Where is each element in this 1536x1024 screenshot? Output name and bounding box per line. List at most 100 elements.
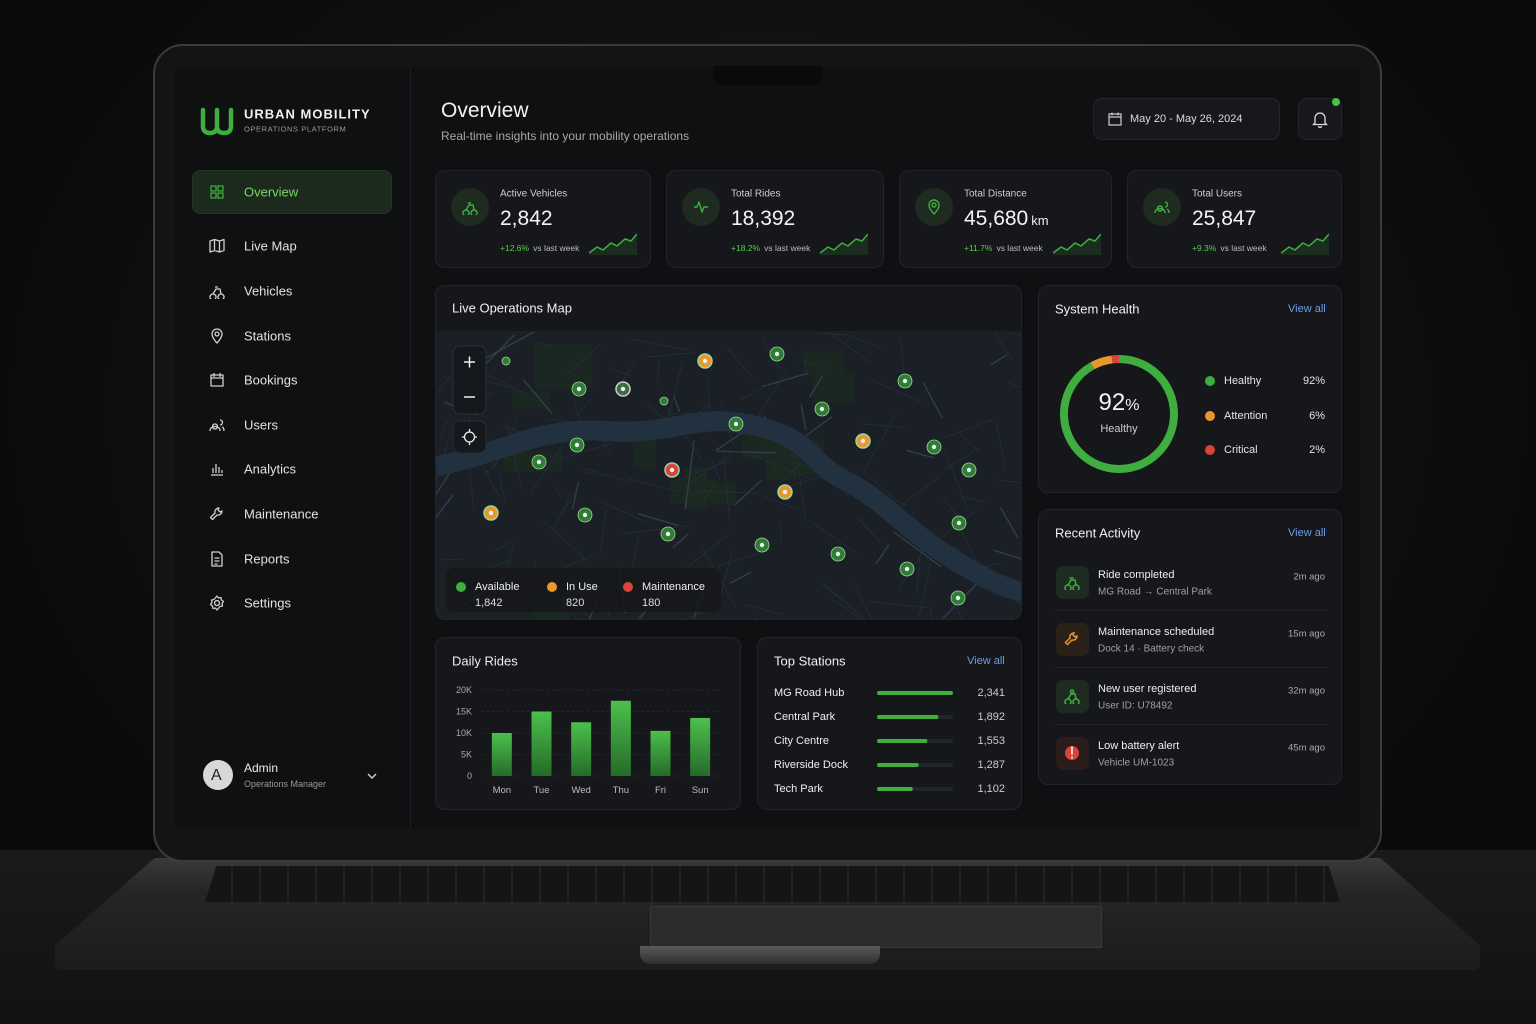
road	[439, 559, 462, 561]
kpi-value-row: 45,680 km	[964, 207, 1049, 231]
kpi-value: 25,847	[1192, 207, 1257, 230]
view-all-link[interactable]: View all	[967, 655, 1005, 667]
station-name: Riverside Dock	[774, 759, 848, 771]
nav-label[interactable]: Users	[244, 417, 278, 433]
marker-glyph	[966, 467, 972, 473]
nav-icon-path	[209, 419, 225, 432]
activity-time: 15m ago	[1288, 628, 1325, 640]
nav-label[interactable]: Maintenance	[244, 506, 319, 522]
kpi-icon-bg	[451, 188, 489, 226]
marker-glyph	[955, 595, 961, 601]
kpi-value: 2,842	[500, 207, 553, 230]
road	[999, 479, 1021, 483]
nav-label[interactable]: Stations	[244, 328, 291, 344]
road	[779, 522, 782, 544]
x-tick-label: Thu	[613, 785, 629, 796]
health-value: 92%	[1302, 375, 1325, 387]
park	[804, 351, 845, 374]
kpi-compare: vs last week	[764, 243, 811, 253]
sparkline	[1053, 233, 1101, 255]
nav-icon	[210, 373, 224, 387]
road	[875, 544, 890, 564]
donut-segment	[1060, 355, 1178, 473]
road	[739, 383, 769, 401]
nav-label[interactable]: Live Map	[244, 238, 297, 254]
road	[1010, 332, 1021, 337]
road	[762, 495, 799, 511]
kpi-change: +9.3%	[1192, 243, 1217, 253]
activity-icon-path	[1064, 689, 1080, 704]
road	[944, 450, 968, 510]
road	[684, 440, 695, 510]
road	[716, 450, 777, 454]
marker-glyph	[733, 421, 739, 427]
brand-tagline: OPERATIONS PLATFORM	[244, 124, 347, 134]
kpi-label: Active Vehicles	[500, 188, 568, 200]
road	[673, 395, 681, 412]
marker-glyph	[669, 467, 675, 473]
road	[676, 459, 731, 482]
donut-center-unit: %	[1125, 397, 1139, 414]
recent-activity-card: Recent Activity View all Ride completed MG …	[1038, 509, 1342, 785]
road	[629, 338, 689, 351]
nav-icon-path	[209, 286, 225, 299]
nav-icon	[209, 507, 223, 521]
x-tick-label: Tue	[533, 785, 549, 796]
nav-label[interactable]: Settings	[244, 595, 291, 611]
road	[854, 583, 873, 619]
road	[621, 361, 636, 383]
activity-detail: MG Road → Central Park	[1098, 586, 1212, 598]
bar	[571, 722, 592, 776]
road	[622, 525, 690, 535]
activity-title: Ride completed	[1098, 569, 1175, 581]
marker-glyph	[574, 442, 580, 448]
nav-label[interactable]: Bookings	[244, 372, 298, 388]
nav-label[interactable]: Vehicles	[244, 283, 293, 299]
card-title: Recent Activity	[1055, 525, 1141, 541]
y-tick-label: 5K	[461, 750, 472, 760]
marker-glyph	[931, 444, 937, 450]
road	[993, 331, 1013, 361]
keyboard	[205, 866, 1340, 902]
road	[685, 450, 736, 487]
road	[906, 449, 934, 459]
kpi-compare: vs last week	[996, 243, 1043, 253]
legend-count: 820	[566, 597, 585, 609]
zoom-in	[464, 356, 475, 368]
marker-glyph	[860, 438, 866, 444]
top-stations-card: Top Stations View all MG Road Hub 2,341 Cent…	[757, 637, 1022, 810]
nav-label[interactable]: Overview	[244, 184, 299, 200]
view-all-link[interactable]: View all	[1288, 303, 1326, 315]
road	[861, 423, 907, 429]
brand-name: URBAN MOBILITY	[244, 106, 371, 122]
camera-notch	[713, 66, 822, 85]
nav-icon-path	[211, 551, 223, 567]
activity-icon-bg	[1056, 566, 1089, 599]
view-all-link[interactable]: View all	[1288, 527, 1326, 539]
nav-item[interactable]	[192, 170, 392, 214]
road	[498, 474, 507, 503]
kpi-icon	[1154, 201, 1170, 214]
kpi-value: 18,392	[731, 207, 796, 230]
y-tick-label: 20K	[456, 685, 472, 695]
bar	[531, 711, 552, 776]
kpi-label: Total Rides	[731, 188, 781, 200]
logo-mark	[200, 107, 234, 136]
kpi-value-row: 18,392	[731, 207, 795, 231]
date-picker[interactable]	[1093, 98, 1280, 140]
marker-glyph	[904, 566, 910, 572]
map-card: Live Operations Map Available 1,842 In Use 8…	[435, 285, 1022, 620]
road	[551, 488, 578, 530]
kpi-label: Total Users	[1192, 188, 1243, 200]
row-divider	[1055, 667, 1327, 668]
nav-label[interactable]: Analytics	[244, 461, 297, 477]
kpi-icon	[694, 201, 708, 213]
nav-icon	[209, 595, 225, 611]
date-range[interactable]: May 20 - May 26, 2024	[1130, 113, 1243, 125]
trackpad	[650, 906, 1102, 948]
road	[928, 607, 934, 619]
nav-label[interactable]: Reports	[244, 551, 290, 567]
logo	[200, 107, 234, 136]
legend-count: 1,842	[475, 597, 503, 609]
